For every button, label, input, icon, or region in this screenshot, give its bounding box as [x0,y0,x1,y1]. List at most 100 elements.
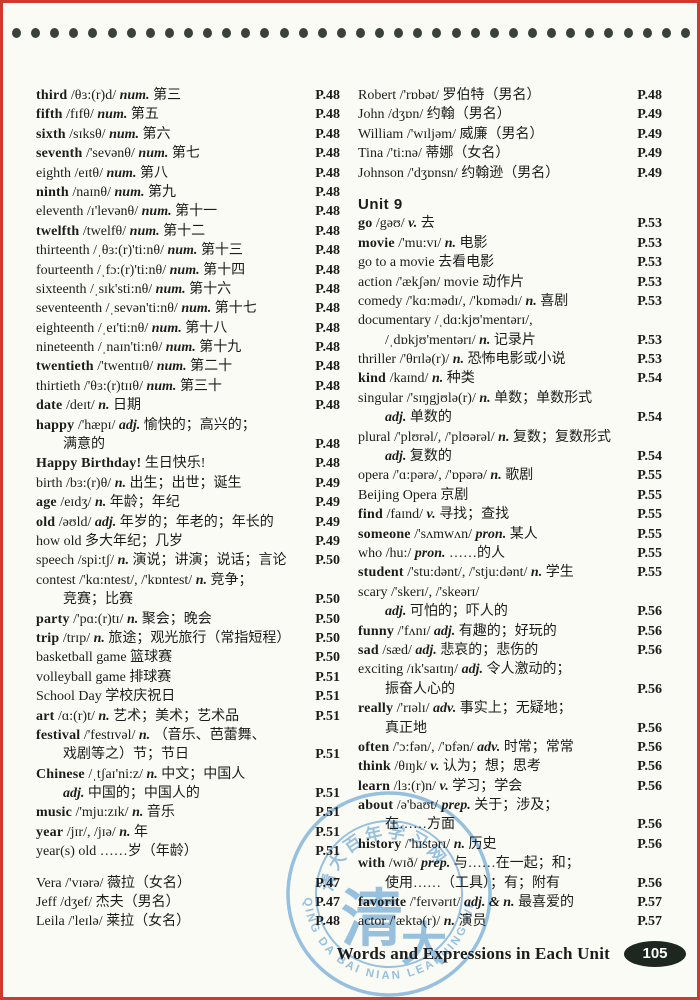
definition: 日期 [113,398,142,414]
definition: 第八 [139,165,168,181]
entry-word: sad [358,642,379,658]
phonetic: /'sʌmwʌn/ [414,526,472,542]
dot [107,28,117,38]
part-of-speech: v. [430,759,440,775]
definition: 戏剧等之）节；节日 [63,747,189,763]
phonetic: /hu:/ [385,545,412,561]
vocab-entry: School Day 学校庆祝日 P.51 [36,687,340,706]
part-of-speech: n. [98,398,110,414]
page-ref: P.57 [637,914,662,930]
phonetic: /trɪp/ [62,630,91,646]
page-ref: P.53 [637,235,662,251]
page-ref: P.50 [315,611,340,627]
entry-word: twelfth [36,223,80,239]
entry-word: seventh [36,146,83,162]
vocab-entry: speech /spi:tʃ/ n. 演说；讲演；说话；言论 P.50 [36,551,340,570]
page-ref: P.48 [315,378,340,394]
part-of-speech: n. [98,708,110,724]
dot [203,28,213,38]
page-ref: P.48 [637,88,662,103]
phonetic: /dʒɒn/ [387,107,424,123]
part-of-speech: adj. [94,514,117,530]
definition: 音乐 [146,805,175,821]
definition: 真正地 [385,720,427,736]
phonetic: /ˌfɔ:(r)'ti:nθ/ [97,262,167,278]
entry-word: basketball game [36,650,127,666]
entry-word: movie [358,235,395,251]
entry-word: ninth [36,184,69,200]
definition: 年岁的；年老的；年长的 [119,514,274,530]
page-ref: P.56 [637,720,662,736]
vocab-entry: basketball game 篮球赛 P.50 [36,648,340,667]
vocab-entry: who /hu:/ pron. ……的人 P.55 [358,544,662,563]
vocab-entry: twentieth /'twentɪɪθ/ num. 第二十 P.48 [36,357,340,376]
page-ref: P.48 [315,281,340,297]
entry-word: fourteenth [36,262,94,278]
part-of-speech: n. [479,390,491,406]
definition: 第二十 [190,359,233,375]
page-ref: P.55 [637,507,662,523]
phonetic: /'θɜ:(r)tɪɪθ/ [83,378,143,394]
vocab-entry: Robert /'rɒbət/ 罗伯特（男名） P.48 [358,86,662,105]
part-of-speech: adj. [118,417,141,433]
phonetic: /'ti:nə/ [386,146,422,162]
vocab-entry: William /'wɪljəm/ 威廉（男名） P.49 [358,125,662,144]
definition: 关于；涉及； [474,798,559,814]
part-of-speech: num. [155,281,186,297]
vocab-entry: how old 多大年纪；几岁 P.49 [36,532,340,551]
entry-word: actor [358,914,386,930]
definition: 威廉（男名） [459,126,544,142]
vocab-entry: comedy /'kɑ:mədɪ/, /'kɒmədɪ/ n. 喜剧 P.53 [358,292,662,311]
entry-word: opera [358,468,390,484]
page-ref: P.49 [315,533,340,549]
part-of-speech: n. [453,836,465,852]
entry-word: comedy [358,293,403,309]
dot [432,28,442,38]
vocab-entry: adj. 中国的；中国人的 P.51 [36,784,340,803]
page-ref: P.53 [637,332,662,348]
phonetic: /'pɑ:(r)tɪ/ [73,611,124,627]
dot [260,28,270,38]
page-ref: P.48 [315,126,340,142]
phonetic: /faɪnd/ [386,507,423,523]
dot [279,28,289,38]
page-ref: P.49 [637,146,662,162]
part-of-speech: adj. [415,642,437,658]
entry-word: happy [36,417,75,433]
dot [489,28,499,38]
part-of-speech: adv. [477,739,501,755]
vocab-entry: party /'pɑ:(r)tɪ/ n. 聚会；晚会 P.50 [36,610,340,629]
vocab-entry: often /'ɔ:fən/, /'ɒfən/ adv. 时常；常常 P.56 [358,738,662,757]
phonetic: /dʒef/ [60,895,93,911]
part-of-speech: v. [426,507,436,523]
vocab-entry: 真正地 P.56 [358,719,662,738]
page-ref: P.49 [315,475,340,491]
vocab-entry: learn /lɜ:(r)n/ v. 学习；学会 P.56 [358,777,662,796]
part-of-speech: pron. [475,526,507,542]
entry-word: nineteenth [36,340,95,356]
dot [623,28,633,38]
dot [470,28,480,38]
entry-word: age [36,495,57,511]
phonetic: /ˌsɪk'sti:nθ/ [90,281,153,297]
entry-word: John [358,107,385,123]
vocab-entry: singular /'sɪŋgjʊlə(r)/ n. 单数；单数形式 [358,389,662,408]
vocab-entry: movie /'mu:vɪ/ n. 电影 P.53 [358,234,662,253]
part-of-speech: num. [156,359,187,375]
vocab-entry: fourteenth /ˌfɔ:(r)'ti:nθ/ num. 第十四 P.48 [36,261,340,280]
phonetic: /'rɪəlɪ/ [396,701,430,717]
definition: 记录片 [493,332,536,348]
definition: 多大年纪；几岁 [85,533,183,549]
page-ref: P.50 [315,592,340,608]
vocab-entry: eleventh /ɪ'levənθ/ num. 第十一 P.48 [36,202,340,221]
definition: 竞赛；比赛 [63,592,133,608]
vocab-entry: ninth /naɪnθ/ num. 第九 P.48 [36,183,340,202]
page-ref: P.56 [637,836,662,852]
definition: 京剧 [440,487,469,503]
entry-word: action [358,274,393,290]
definition: 愉快的；高兴的； [143,417,256,433]
page-ref: P.48 [315,359,340,375]
phonetic: /'kɑ:mədɪ/, /'kɒmədɪ/ [405,293,522,309]
definition: 去看电影 [438,255,495,271]
entry-word: sixth [36,126,66,142]
